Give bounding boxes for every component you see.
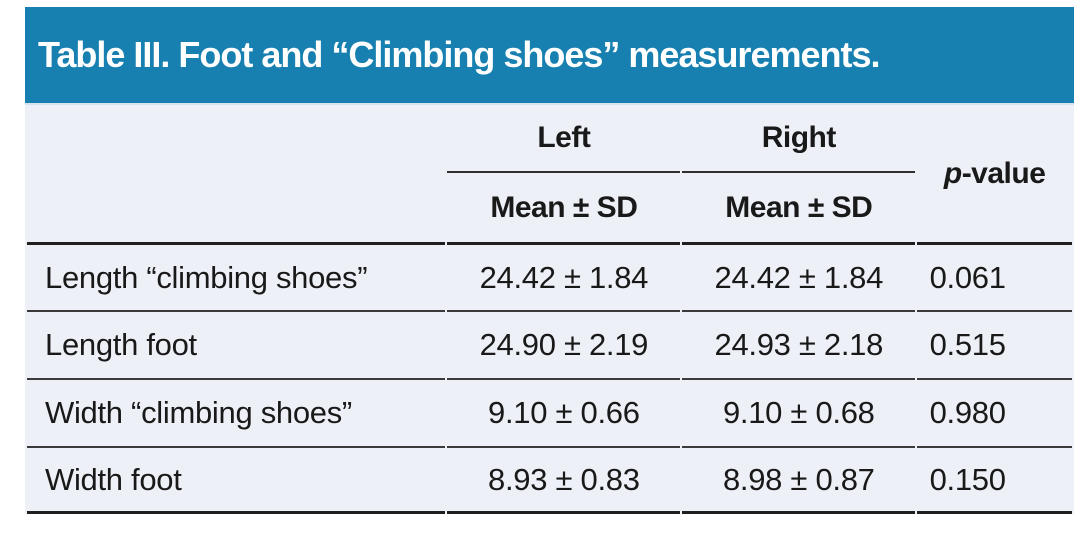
left-value: 9.10 ± 0.66: [447, 378, 681, 446]
table-title: Table III. Foot and “Climbing shoes” mea…: [38, 34, 880, 75]
right-value: 24.42 ± 1.84: [682, 242, 916, 310]
table-row: Width foot 8.93 ± 0.83 8.98 ± 0.87 0.150: [27, 446, 1072, 514]
left-value: 24.42 ± 1.84: [447, 242, 681, 310]
subheader-left-mean-sd: Mean ± SD: [490, 190, 638, 224]
table-row: Width “climbing shoes” 9.10 ± 0.66 9.10 …: [27, 378, 1072, 446]
p-value: 0.515: [917, 310, 1072, 378]
header-p-value: p-value: [917, 105, 1072, 242]
p-value-italic-p: p: [943, 156, 962, 190]
table-row: Length foot 24.90 ± 2.19 24.93 ± 2.18 0.…: [27, 310, 1072, 378]
header-left: Left: [447, 105, 681, 173]
table-body-area: Left Right p-value Mean ± SD Mean ± SD L…: [25, 105, 1074, 514]
left-value: 8.93 ± 0.83: [447, 446, 681, 514]
header-sub-row: Mean ± SD Mean ± SD: [27, 173, 1072, 242]
p-value: 0.980: [917, 378, 1072, 446]
p-value: 0.061: [917, 242, 1072, 310]
table-panel: Table III. Foot and “Climbing shoes” mea…: [25, 7, 1074, 514]
measurements-table: Left Right p-value Mean ± SD Mean ± SD L…: [25, 105, 1074, 514]
table-title-bar: Table III. Foot and “Climbing shoes” mea…: [25, 7, 1074, 105]
p-value-rest: -value: [961, 156, 1046, 190]
right-value: 9.10 ± 0.68: [682, 378, 916, 446]
row-label: Width foot: [27, 446, 446, 514]
right-value: 8.98 ± 0.87: [682, 446, 916, 514]
row-label: Length foot: [27, 310, 446, 378]
subheader-right-mean-sd: Mean ± SD: [725, 190, 873, 224]
header-group-row: Left Right p-value: [27, 105, 1072, 190]
header-right: Right: [682, 105, 916, 173]
table-row: Length “climbing shoes” 24.42 ± 1.84 24.…: [27, 242, 1072, 310]
header-blank-cell: [27, 105, 445, 242]
left-value: 24.90 ± 2.19: [447, 310, 681, 378]
right-value: 24.93 ± 2.18: [682, 310, 916, 378]
row-label: Width “climbing shoes”: [27, 378, 446, 446]
row-label: Length “climbing shoes”: [27, 242, 446, 310]
p-value: 0.150: [917, 446, 1072, 514]
